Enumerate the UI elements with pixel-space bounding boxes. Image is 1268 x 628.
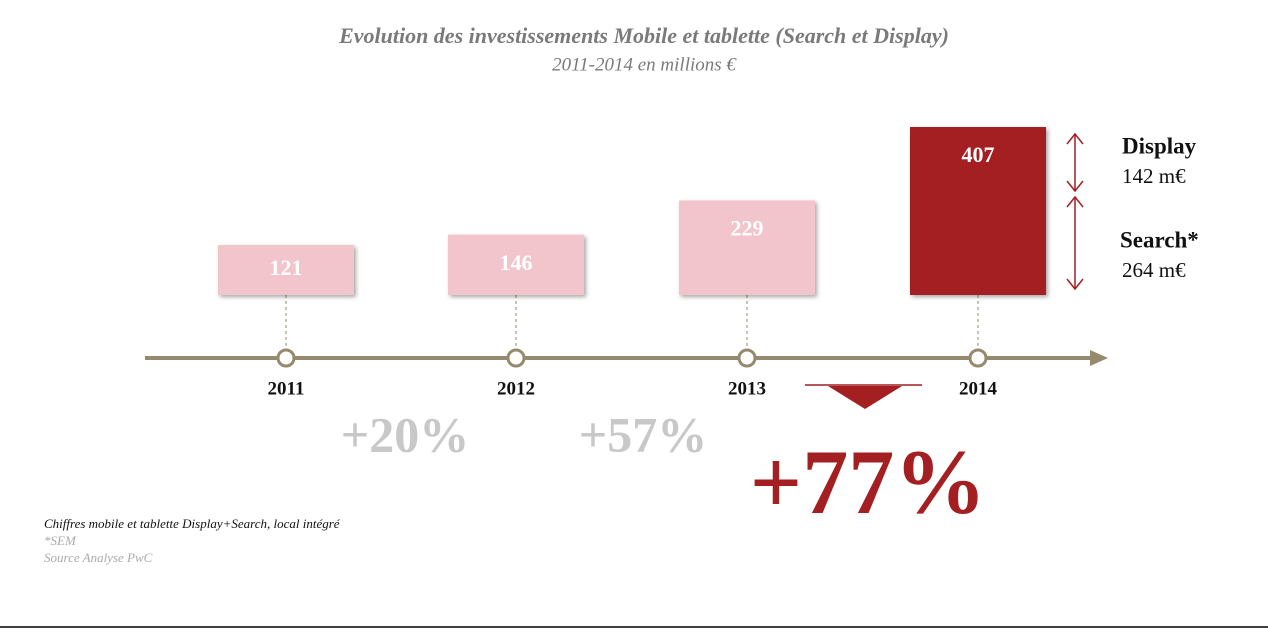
note: Chiffres mobile et tablette Display+Sear… — [44, 516, 341, 531]
growth-label: +77% — [750, 431, 986, 533]
x-tick-label: 2014 — [959, 378, 998, 399]
timeline-point — [968, 348, 988, 368]
value-label: 121 — [270, 255, 303, 280]
bar — [910, 127, 1046, 295]
bar — [679, 200, 815, 295]
note: Source Analyse PwC — [44, 550, 153, 565]
timeline-point — [276, 348, 296, 368]
value-label: 407 — [962, 142, 995, 167]
note: *SEM — [44, 533, 77, 548]
split-name: Display — [1122, 133, 1197, 158]
x-tick-label: 2012 — [497, 378, 535, 399]
timeline-point — [506, 348, 526, 368]
growth-label: +57% — [579, 406, 708, 462]
value-label: 146 — [500, 250, 533, 275]
x-tick-label: 2013 — [728, 378, 766, 399]
growth-label: +20% — [341, 406, 470, 462]
bar — [218, 245, 354, 295]
value-label: 229 — [731, 216, 764, 241]
split-value: 264 m€ — [1122, 258, 1186, 282]
split-name: Search* — [1120, 227, 1199, 252]
x-tick-label: 2011 — [268, 378, 305, 399]
chart-title: Evolution des investissements Mobile et … — [338, 23, 949, 48]
timeline-arrow — [1090, 350, 1108, 366]
timeline-point — [737, 348, 757, 368]
chart-subtitle: 2011-2014 en millions € — [552, 54, 737, 75]
split-arrows — [1066, 132, 1084, 291]
bar — [448, 234, 584, 295]
split-value: 142 m€ — [1122, 164, 1186, 188]
marker-triangle — [828, 386, 902, 409]
